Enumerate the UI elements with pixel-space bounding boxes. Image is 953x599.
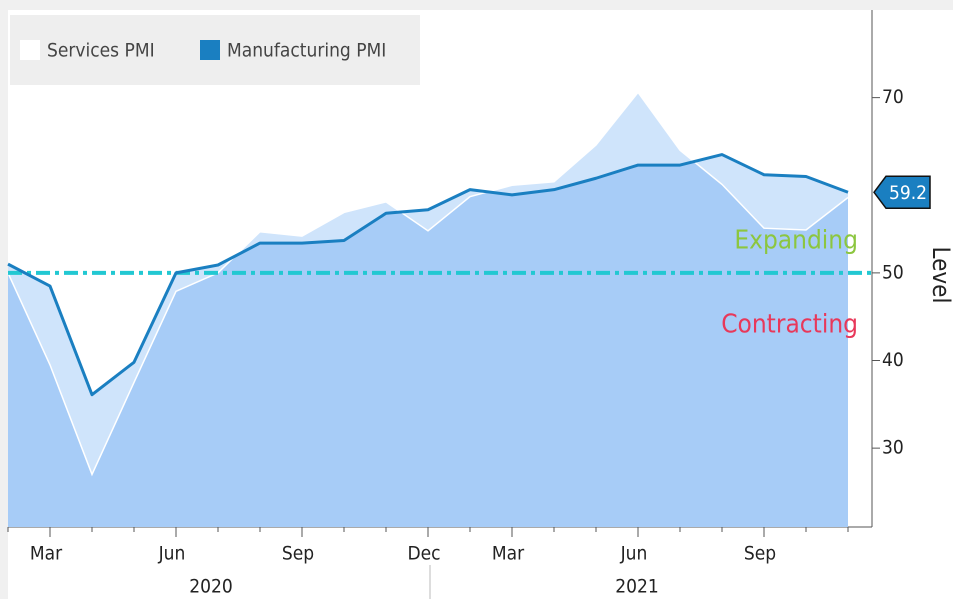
x-tick-label: Jun (620, 543, 648, 565)
y-tick-label: 70 (882, 86, 904, 108)
annotation: Contracting (721, 309, 858, 339)
x-tick-label: Mar (30, 543, 63, 565)
last-value-box (873, 175, 931, 210)
annotation: Expanding (734, 225, 858, 255)
year-label: 2021 (615, 576, 659, 598)
legend-swatch (200, 40, 220, 60)
year-label: 2020 (189, 576, 233, 598)
y-axis-label: Level (927, 247, 953, 304)
overlap-area (8, 154, 848, 527)
y-tick-label: 50 (882, 261, 904, 283)
manufacturing-line (7, 153, 849, 397)
services-line (7, 91, 849, 477)
x-tick-label: Mar (492, 543, 525, 565)
y-tick-label: 40 (882, 349, 904, 371)
x-tick-label: Sep (282, 543, 314, 565)
x-tick-label: Sep (744, 543, 776, 565)
x-tick-label: Dec (407, 543, 440, 565)
legend-swatch (20, 40, 40, 60)
legend-label: Services PMI (47, 40, 155, 62)
x-tick-label: Jun (158, 543, 186, 565)
last-value-label: 59.2 (889, 182, 927, 204)
legend-label: Manufacturing PMI (227, 40, 386, 62)
y-tick-label: 30 (882, 437, 904, 459)
